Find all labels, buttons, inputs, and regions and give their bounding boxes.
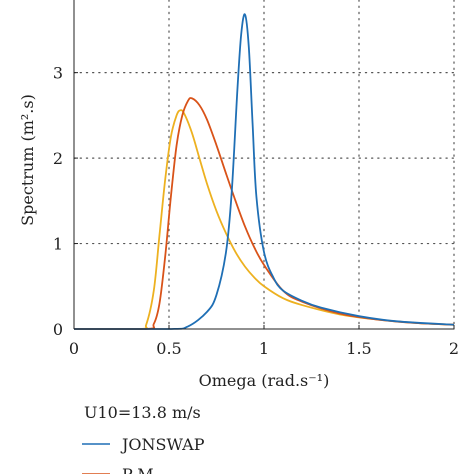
x-tick-label: 0 xyxy=(69,339,79,358)
x-tick-label: 2 xyxy=(449,339,459,358)
series-layer xyxy=(74,13,455,330)
ticks-layer: 0 0.5 1 1.5 2 0 1 2 3 xyxy=(53,64,459,358)
x-axis-label: Omega (rad.s⁻¹) xyxy=(199,371,330,390)
legend-label-pm: P-M xyxy=(122,465,154,474)
x-tick-label: 1 xyxy=(259,339,269,358)
y-tick-label: 3 xyxy=(53,64,63,83)
series-line-jonswap xyxy=(74,13,455,330)
y-tick-label: 0 xyxy=(53,320,63,339)
y-axis-label: Spectrum (m².s) xyxy=(18,94,37,226)
series-line-p-m xyxy=(74,97,455,330)
y-tick-label: 1 xyxy=(53,235,63,254)
legend-label-jonswap: JONSWAP xyxy=(120,435,205,454)
legend: U10=13.8 m/s JONSWAP P-M xyxy=(82,403,205,474)
y-tick-label: 2 xyxy=(53,149,63,168)
legend-title: U10=13.8 m/s xyxy=(84,403,201,422)
series-line-series-2 xyxy=(74,109,455,330)
x-tick-label: 0.5 xyxy=(156,339,181,358)
grid-layer xyxy=(73,0,455,330)
x-tick-label: 1.5 xyxy=(346,339,371,358)
